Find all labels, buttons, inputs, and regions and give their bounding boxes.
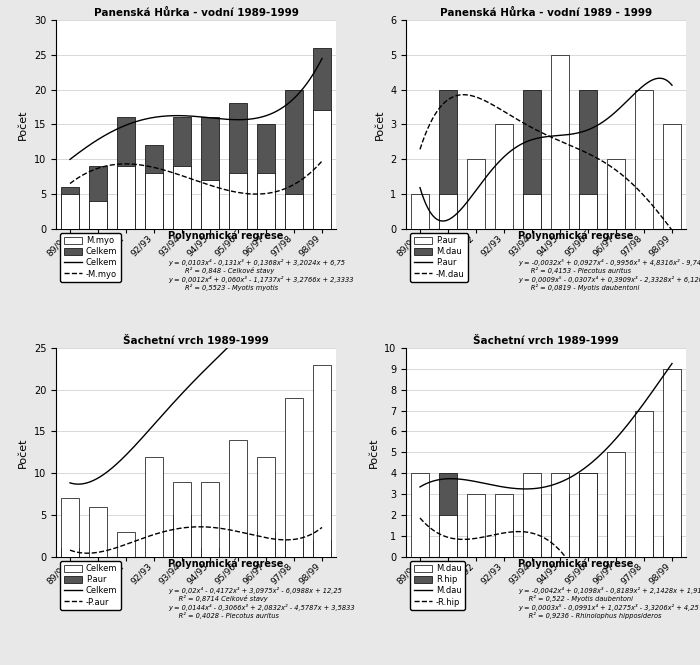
Bar [523,90,541,229]
Bar [285,540,303,557]
Bar [201,549,219,557]
Bar [89,507,107,557]
Bar [439,515,457,557]
Bar [145,173,163,229]
Bar [61,498,79,557]
Text: y = 0,02x⁴ - 0,4172x³ + 3,0975x² - 6,0988x + 12,25
     R² = 0,8714 Celkové stav: y = 0,02x⁴ - 0,4172x³ + 3,0975x² - 6,098… [168,587,355,618]
Bar [229,532,247,557]
Bar [579,194,597,229]
Bar [229,440,247,557]
Bar [495,124,513,229]
Bar [551,494,569,557]
Bar [523,194,541,229]
Text: y = -0,0032x⁵ + 0,0927x⁴ - 0,9956x³ + 4,8316x² - 9,7436x + 7
      R² = 0,4153 -: y = -0,0032x⁵ + 0,0927x⁴ - 0,9956x³ + 4,… [518,259,700,291]
Bar [635,90,653,229]
Bar [579,473,597,557]
Bar [285,398,303,557]
Bar [285,90,303,229]
Bar [663,124,681,229]
Bar [579,473,597,557]
Bar [61,549,79,557]
Bar [607,515,625,557]
Bar [173,118,191,229]
Bar [439,194,457,229]
Bar [313,48,331,229]
Bar [523,473,541,557]
Bar [257,124,275,229]
Y-axis label: Počet: Počet [368,437,379,467]
Bar [551,473,569,557]
Bar [117,166,135,229]
Bar [313,364,331,557]
Legend: M.dau, R.hip, M.dau, -R.hip: M.dau, R.hip, M.dau, -R.hip [410,561,465,610]
Bar [145,145,163,229]
Y-axis label: Počet: Počet [18,109,28,140]
Bar [411,194,429,229]
Bar [285,194,303,229]
Bar [579,90,597,229]
Legend: Celkem, P.aur, Celkem, -P.aur: Celkem, P.aur, Celkem, -P.aur [60,561,121,610]
Text: y = -0,0042x⁴ + 0,1098x³ - 0,8189x² + 2,1428x + 1,9167
     R² = 0,522 - Myotis : y = -0,0042x⁴ + 0,1098x³ - 0,8189x² + 2,… [518,587,700,618]
Bar [229,173,247,229]
Bar [663,536,681,557]
Text: y = 0,0103x⁴ - 0,131x³ + 0,1368x² + 3,2024x + 6,75
        R² = 0,848 - Celkové : y = 0,0103x⁴ - 0,131x³ + 0,1368x² + 3,20… [168,259,354,291]
Bar [257,532,275,557]
Bar [663,369,681,557]
Bar [607,159,625,229]
Bar [89,166,107,229]
Bar [173,481,191,557]
Text: Polynomická regrese: Polynomická regrese [168,559,284,569]
Bar [117,118,135,229]
Bar [439,473,457,557]
Bar [523,494,541,557]
Bar [117,532,135,557]
Bar [467,159,485,229]
Bar [173,166,191,229]
Bar [439,90,457,229]
Bar [551,55,569,229]
Text: Polynomická regrese: Polynomická regrese [518,231,634,241]
Bar [201,481,219,557]
Bar [61,194,79,229]
Bar [173,515,191,557]
Bar [607,452,625,557]
Bar [313,540,331,557]
Y-axis label: Počet: Počet [18,437,28,467]
Text: Polynomická regrese: Polynomická regrese [168,231,284,241]
Bar [201,180,219,229]
Bar [467,536,485,557]
Bar [635,515,653,557]
Title: Panenská Hůrka - vodní 1989-1999: Panenská Hůrka - vodní 1989-1999 [94,8,298,18]
Bar [411,473,429,557]
Title: Šachetní vrch 1989-1999: Šachetní vrch 1989-1999 [473,336,619,346]
Legend: M.myo, Celkem, Celkem, -M.myo: M.myo, Celkem, Celkem, -M.myo [60,233,121,282]
Bar [201,118,219,229]
Legend: P.aur, M.dau, P.aur, -M.dau: P.aur, M.dau, P.aur, -M.dau [410,233,468,282]
Title: Panenská Hůrka - vodní 1989 - 1999: Panenská Hůrka - vodní 1989 - 1999 [440,8,652,18]
Title: Šachetní vrch 1989-1999: Šachetní vrch 1989-1999 [123,336,269,346]
Bar [607,194,625,229]
Y-axis label: Počet: Počet [374,109,384,140]
Bar [495,494,513,557]
Bar [257,457,275,557]
Bar [635,410,653,557]
Bar [229,104,247,229]
Bar [467,494,485,557]
Text: Polynomická regrese: Polynomická regrese [518,559,634,569]
Bar [89,201,107,229]
Bar [313,110,331,229]
Bar [61,187,79,229]
Bar [145,457,163,557]
Bar [257,173,275,229]
Bar [495,515,513,557]
